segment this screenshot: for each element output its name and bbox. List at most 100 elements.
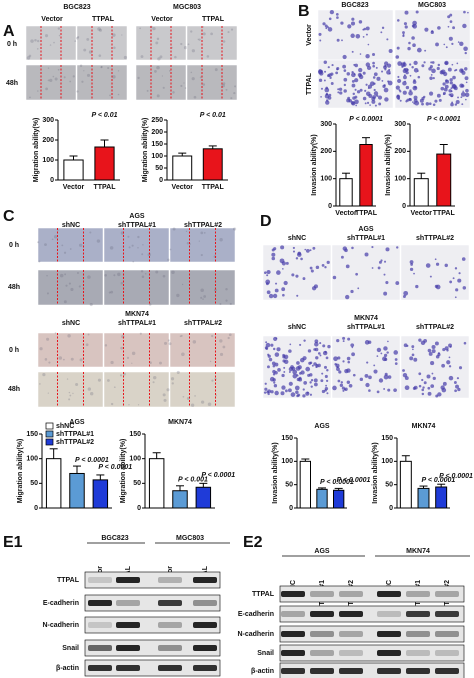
cell — [345, 294, 350, 300]
row-label: E-cadherin — [238, 611, 274, 618]
cell — [351, 246, 354, 250]
texture — [87, 333, 90, 336]
texture — [194, 395, 196, 397]
band — [158, 665, 182, 671]
cell — [354, 78, 359, 83]
cell — [418, 372, 422, 376]
band — [435, 631, 459, 637]
texture — [214, 288, 217, 292]
texture — [100, 66, 103, 69]
texture — [159, 55, 163, 59]
micrograph — [76, 64, 128, 101]
texture — [68, 282, 71, 285]
cell — [444, 263, 448, 268]
cell — [381, 80, 384, 82]
cell — [283, 371, 286, 373]
bar — [399, 460, 412, 509]
texture — [98, 28, 103, 32]
cell — [373, 364, 376, 367]
cell — [347, 96, 351, 100]
cell — [354, 88, 357, 91]
micrograph — [135, 64, 187, 101]
cell — [333, 356, 338, 362]
cell — [327, 26, 329, 29]
band — [281, 591, 305, 597]
texture — [117, 70, 120, 72]
row-label: Snail — [257, 650, 274, 657]
cell — [447, 67, 452, 72]
cell — [325, 27, 328, 30]
x-tick-label: TTPAL — [433, 210, 456, 217]
cell — [327, 66, 330, 69]
cell — [319, 39, 322, 42]
cell — [373, 91, 379, 96]
column-label: TTPAL — [92, 16, 115, 23]
band — [377, 591, 401, 597]
texture — [219, 352, 224, 357]
cell — [367, 43, 370, 46]
bar — [413, 178, 429, 207]
y-tick-label: 50 — [133, 480, 141, 487]
texture — [47, 392, 49, 394]
cell — [437, 26, 441, 30]
cell — [367, 87, 370, 90]
texture — [76, 271, 79, 275]
cell — [329, 9, 335, 15]
texture — [96, 239, 101, 243]
micrograph — [25, 64, 77, 101]
cell — [437, 392, 442, 397]
cell — [429, 65, 433, 69]
texture — [140, 270, 144, 273]
cell — [354, 99, 359, 105]
cell — [413, 79, 416, 82]
cell — [357, 287, 360, 290]
cell — [327, 344, 331, 349]
cell — [376, 94, 379, 97]
cell — [451, 42, 454, 46]
cell — [281, 373, 285, 378]
band — [116, 645, 140, 651]
texture — [58, 34, 61, 37]
band — [116, 600, 140, 606]
cell — [292, 250, 296, 253]
cell — [274, 288, 279, 293]
cell — [413, 67, 419, 73]
cell — [299, 343, 302, 346]
texture — [83, 70, 85, 72]
cell — [465, 81, 468, 84]
x-tick-label: Vector — [335, 210, 357, 217]
cell-line: BGC823 — [341, 2, 368, 9]
cell — [438, 98, 442, 102]
cell — [405, 85, 410, 90]
cell — [434, 341, 439, 346]
panel-letter: A — [3, 23, 15, 40]
texture — [202, 83, 206, 86]
cell — [332, 275, 337, 280]
texture — [100, 65, 103, 68]
cell — [320, 379, 324, 383]
cell — [356, 90, 361, 94]
cell — [409, 74, 412, 77]
texture — [198, 38, 201, 41]
cell — [464, 76, 469, 81]
y-axis-label: Invasion ability(%) — [372, 442, 379, 503]
texture — [45, 34, 49, 38]
texture — [162, 393, 166, 397]
cell — [428, 352, 433, 356]
cell — [347, 337, 351, 341]
bar — [92, 479, 109, 509]
texture — [170, 377, 175, 381]
cell — [288, 370, 291, 373]
cell — [371, 267, 374, 269]
texture — [89, 302, 93, 307]
cell — [350, 21, 356, 26]
cell — [341, 39, 343, 42]
cell — [270, 390, 274, 394]
cell — [421, 388, 425, 392]
cell — [372, 61, 375, 65]
cell — [359, 88, 363, 92]
texture — [44, 243, 47, 247]
texture — [185, 230, 188, 233]
cell — [404, 10, 409, 15]
texture — [230, 28, 234, 31]
